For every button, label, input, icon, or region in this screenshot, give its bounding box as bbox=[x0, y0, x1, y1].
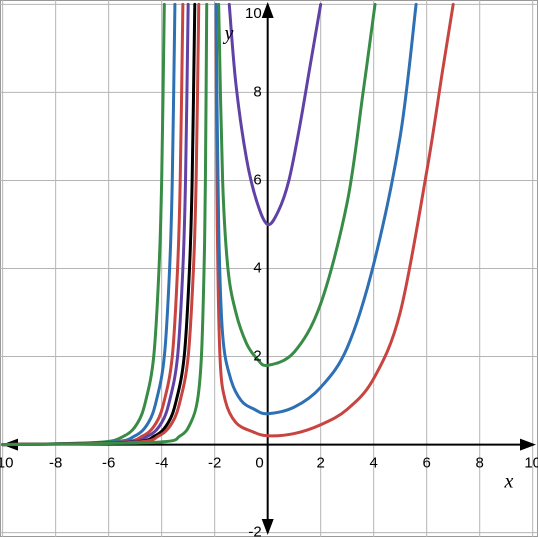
y-axis-label: y bbox=[223, 23, 234, 45]
y-tick-label: 10 bbox=[245, 5, 262, 22]
x-tick-label: -4 bbox=[155, 455, 168, 472]
x-tick-label: 2 bbox=[317, 455, 325, 472]
curve bbox=[227, 2, 323, 227]
x-tick-label: 8 bbox=[476, 455, 484, 472]
x-tick-label: -6 bbox=[102, 455, 115, 472]
y-tick-label: 4 bbox=[253, 259, 261, 276]
y-tick-label: -2 bbox=[248, 524, 261, 537]
x-tick-label: 10 bbox=[524, 455, 538, 472]
x-tick-label: -10 bbox=[0, 455, 13, 472]
curve bbox=[217, 2, 377, 368]
x-tick-label: -2 bbox=[208, 455, 221, 472]
x-tick-label: -8 bbox=[49, 455, 62, 472]
axis-arrow bbox=[261, 519, 274, 535]
axis-arrow bbox=[520, 438, 536, 451]
x-axis-label: x bbox=[504, 471, 514, 493]
y-tick-label: 6 bbox=[253, 171, 261, 188]
x-tick-label: 0 bbox=[255, 455, 263, 472]
y-tick-label: 2 bbox=[253, 348, 261, 365]
axis-arrow bbox=[261, 2, 274, 18]
curve bbox=[1, 2, 209, 447]
curve bbox=[214, 2, 418, 416]
y-tick-label: 8 bbox=[253, 83, 261, 100]
x-tick-label: 4 bbox=[370, 455, 378, 472]
x-tick-label: 6 bbox=[423, 455, 431, 472]
curve bbox=[214, 2, 455, 438]
